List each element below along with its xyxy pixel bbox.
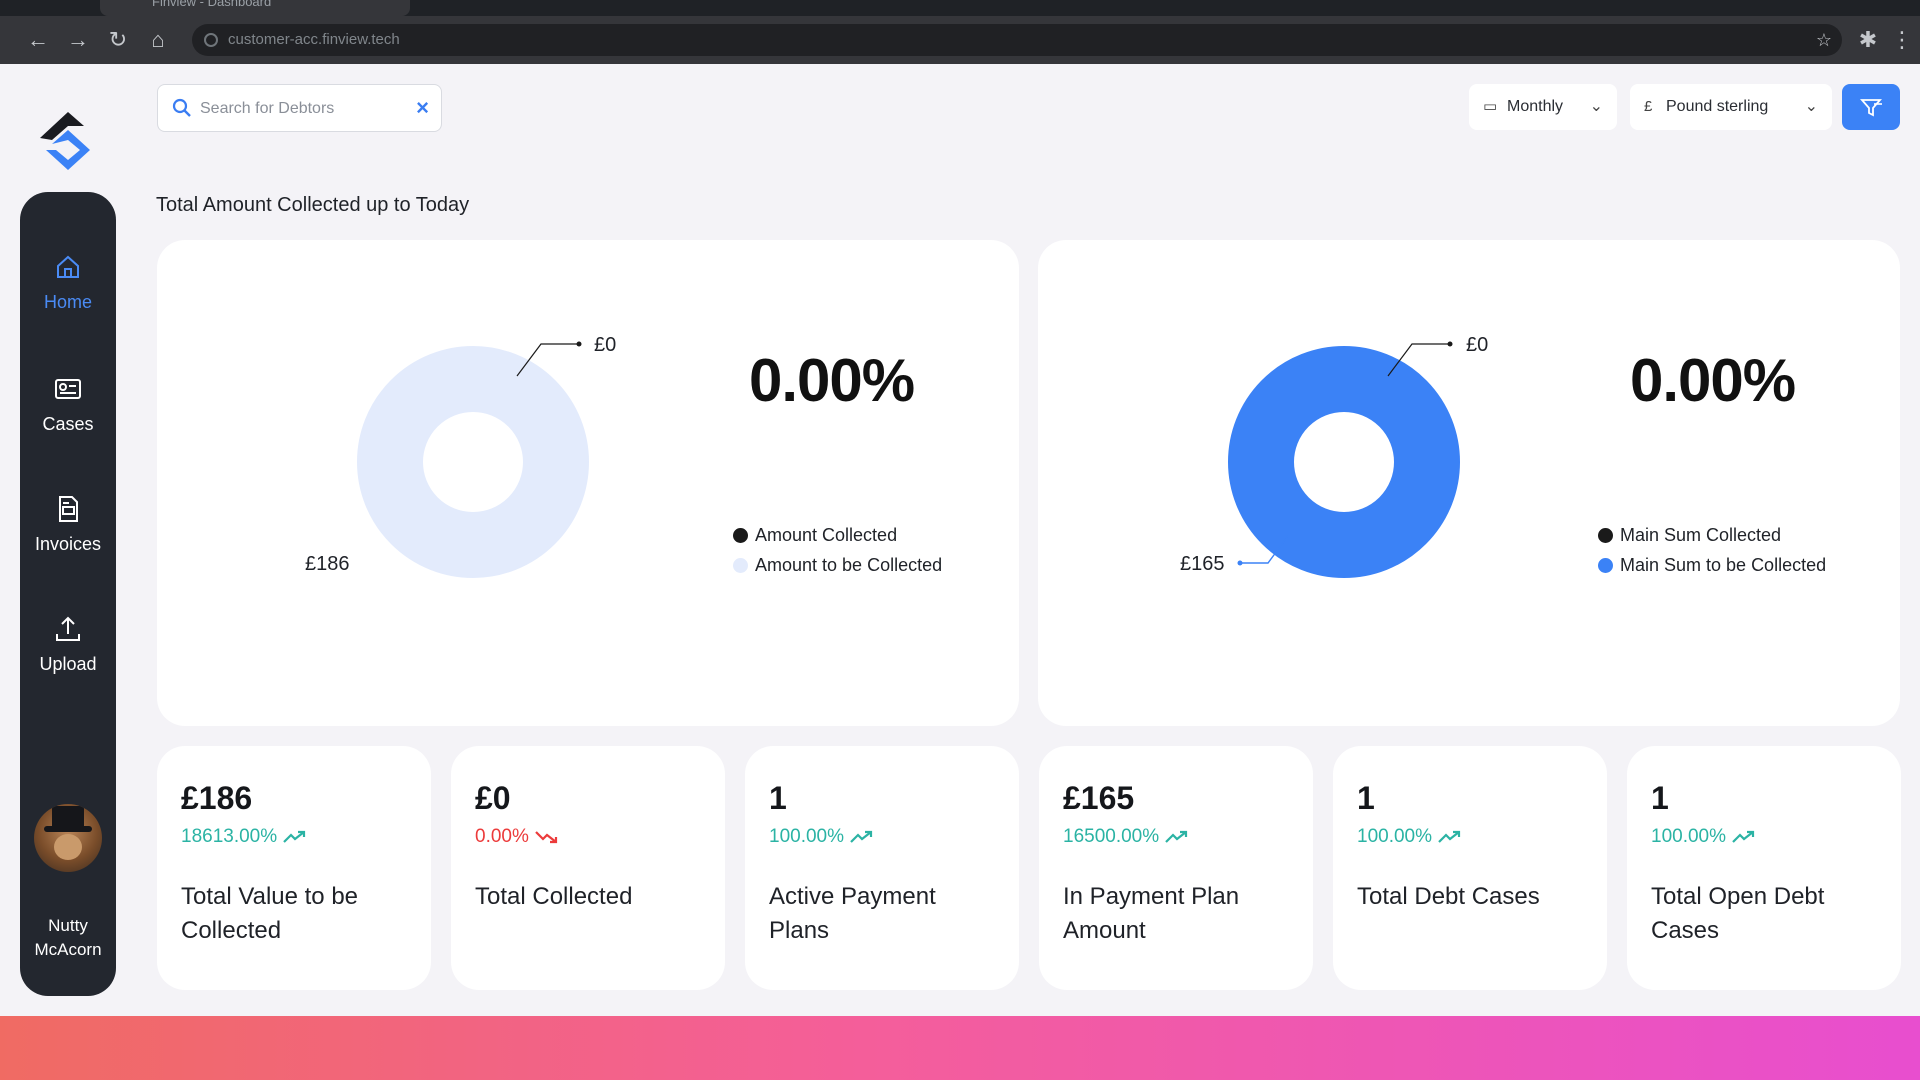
donut-chart-main-sum: £0 £165 <box>1180 334 1488 578</box>
sidebar: Home Cases Invoices Upload <box>20 192 116 996</box>
stat-change: 16500.00% <box>1063 826 1289 852</box>
trend-up-icon <box>1165 830 1188 843</box>
calendar-icon: ▭ <box>1483 98 1498 115</box>
avatar[interactable] <box>34 804 102 872</box>
legend-item-remaining: Main Sum to be Collected <box>1598 550 1826 580</box>
chart-card-main-sum: £0 £165 0.00% Main Sum Collected Main Su… <box>1038 240 1900 726</box>
donut-chart-amount: £0 £186 <box>305 334 616 578</box>
chart-legend: Main Sum Collected Main Sum to be Collec… <box>1598 520 1826 580</box>
home-browser-icon[interactable]: ⌂ <box>151 27 165 52</box>
id-card-icon <box>55 379 81 399</box>
currency-select[interactable]: £ Pound sterling ⌄ <box>1630 84 1832 130</box>
invoice-icon <box>59 496 78 522</box>
stat-card-open-cases: 1 100.00% Total Open Debt Cases <box>1627 746 1901 990</box>
stat-label: Total Open Debt Cases <box>1651 883 1825 944</box>
browser-menu-icon[interactable]: ⋮ <box>1891 27 1913 52</box>
sidebar-item-home[interactable]: Home <box>20 252 116 313</box>
trend-icon <box>535 831 557 844</box>
browser-tab[interactable]: Finview - Dashboard <box>100 0 410 16</box>
stat-value: 1 <box>1651 780 1669 816</box>
collected-percent: 0.00% <box>749 347 915 414</box>
upload-icon <box>56 616 80 641</box>
site-info-icon[interactable] <box>204 33 218 47</box>
sidebar-item-invoices[interactable]: Invoices <box>20 494 116 555</box>
stat-value: £186 <box>181 780 253 816</box>
stat-value: 1 <box>1357 780 1375 816</box>
donut-label-bottom: £165 <box>1180 553 1225 575</box>
sidebar-item-upload[interactable]: Upload <box>20 614 116 675</box>
stat-label: Total Debt Cases <box>1357 883 1540 910</box>
trend-up-icon <box>850 830 873 843</box>
clear-search-icon[interactable]: × <box>416 95 429 120</box>
stat-change: 0.00% <box>475 826 701 852</box>
trend-down-icon <box>535 831 557 844</box>
stat-label: In Payment Plan Amount <box>1063 883 1240 944</box>
donut-label-bottom: £186 <box>305 553 350 575</box>
period-select[interactable]: ▭ Monthly ⌄ <box>1469 84 1617 130</box>
browser-tab-strip: Finview - Dashboard <box>0 0 1920 16</box>
stat-card-active-plans: 1 100.00% Active Payment Plans <box>745 746 1019 990</box>
stat-card-total-collected: £0 0.00% Total Collected <box>451 746 725 990</box>
legend-item-remaining: Amount to be Collected <box>733 550 942 580</box>
donut-slice-remaining <box>357 346 589 578</box>
stat-card-debt-cases: 1 100.00% Total Debt Cases <box>1333 746 1607 990</box>
chevron-down-icon: ⌄ <box>1589 98 1603 115</box>
bookmark-star-icon[interactable]: ☆ <box>1815 30 1832 50</box>
chart-legend: Amount Collected Amount to be Collected <box>733 520 942 580</box>
search-box: × <box>157 84 442 132</box>
reload-icon[interactable]: ↻ <box>108 27 128 52</box>
trend-icon <box>850 830 873 843</box>
stat-value: £165 <box>1063 780 1135 816</box>
legend-item-collected: Amount Collected <box>733 520 942 550</box>
extensions-icon[interactable]: ✱ <box>1858 27 1878 52</box>
stat-label: Active Payment Plans <box>769 883 936 944</box>
stat-change: 18613.00% <box>181 826 407 852</box>
stat-label: Total Value to be Collected <box>181 883 359 944</box>
trend-icon <box>283 830 306 843</box>
donut-slice-remaining <box>1228 346 1460 578</box>
stat-value: £0 <box>475 780 511 816</box>
search-icon <box>172 98 191 117</box>
trend-up-icon <box>1438 830 1461 843</box>
filter-button[interactable] <box>1842 84 1900 130</box>
stat-change: 100.00% <box>769 826 995 852</box>
stat-change: 100.00% <box>1651 826 1877 852</box>
browser-toolbar: ← → ↻ ⌂ customer-acc.finview.tech ☆ ✱ ⋮ <box>0 16 1920 64</box>
user-name: Nutty McAcorn <box>34 916 102 959</box>
chevron-down-icon: ⌄ <box>1804 98 1818 115</box>
donut-label-top: £0 <box>1466 334 1488 356</box>
bottom-gradient-band <box>0 1016 1920 1080</box>
collected-percent: 0.00% <box>1630 347 1796 414</box>
stat-change: 100.00% <box>1357 826 1583 852</box>
currency-symbol: £ <box>1644 98 1653 115</box>
trend-up-icon <box>1732 830 1755 843</box>
app-main: Home Cases Invoices Upload <box>0 64 1920 1016</box>
stat-value: 1 <box>769 780 787 816</box>
address-bar[interactable]: customer-acc.finview.tech ☆ <box>192 24 1842 56</box>
search-input[interactable] <box>200 97 400 121</box>
forward-arrow-icon[interactable]: → <box>67 27 89 52</box>
stat-card-plan-amount: £165 16500.00% In Payment Plan Amount <box>1039 746 1313 990</box>
trend-icon <box>1438 830 1461 843</box>
finview-logo[interactable] <box>32 104 104 176</box>
sidebar-item-cases[interactable]: Cases <box>20 374 116 435</box>
chart-card-amount: £0 £186 0.00% Amount Collected Amount to… <box>157 240 1019 726</box>
filter-icon <box>1860 99 1882 117</box>
stat-card-total-value: £186 18613.00% Total Value to be Collect… <box>157 746 431 990</box>
trend-up-icon <box>283 830 306 843</box>
url-text: customer-acc.finview.tech <box>228 31 400 48</box>
back-arrow-icon[interactable]: ← <box>27 27 49 52</box>
stat-label: Total Collected <box>475 883 633 910</box>
donut-label-top: £0 <box>594 334 616 356</box>
home-icon <box>57 255 79 278</box>
trend-icon <box>1165 830 1188 843</box>
legend-item-collected: Main Sum Collected <box>1598 520 1826 550</box>
section-title: Total Amount Collected up to Today <box>156 194 470 216</box>
trend-icon <box>1732 830 1755 843</box>
